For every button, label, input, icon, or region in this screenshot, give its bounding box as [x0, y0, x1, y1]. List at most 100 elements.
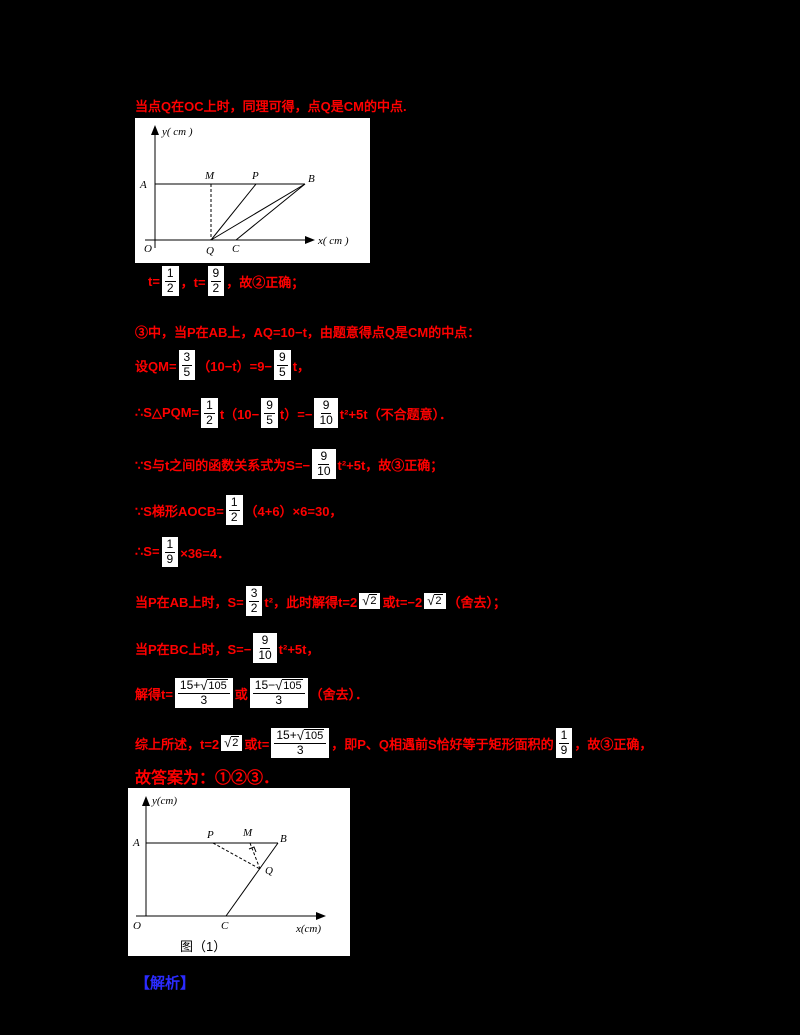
denominator: 10	[258, 647, 272, 662]
sqrt-box: √ 2	[359, 593, 381, 609]
sqrt-expression: √ 105	[297, 729, 325, 742]
denominator: 9	[560, 742, 568, 757]
math-text: ③中，当P在AB上，AQ=10−t，由题意得点Q是CM的中点：	[135, 325, 481, 340]
math-text: （4+6）×6=30，	[244, 503, 343, 519]
numerator: 1	[164, 266, 176, 282]
math-text: t（10−	[219, 406, 260, 422]
numerator: 9	[277, 350, 288, 366]
denominator: 2	[206, 412, 213, 427]
y-axis-label: y( cm )	[161, 126, 193, 138]
x-axis-label: x( cm )	[317, 235, 349, 247]
math-text: 当P在AB上时，S=	[135, 594, 244, 610]
fraction: 9 10	[256, 634, 273, 662]
fraction-sqrt-box: 15− √ 105 3	[249, 678, 308, 708]
solution-line-12: 综上所述，t=2 √ 2 或t= 15+ √ 105 3 ，即P、Q相遇前S恰好等于矩形面积的 1…	[135, 718, 652, 768]
radicand: 105	[282, 679, 303, 693]
math-text: t²+5t（不合题意）．	[339, 406, 453, 422]
sqrt-icon: √	[224, 735, 232, 751]
point-label-q: Q	[265, 865, 273, 877]
point-label-m: M	[204, 170, 215, 182]
math-text: ，故③正确，	[574, 736, 653, 752]
sqrt-expression: √ 105	[275, 679, 303, 692]
solution-line-4: 设QM= 3 5 （10−t）=9− 9 5 t，	[135, 344, 310, 386]
solution-answer-line: 故答案为：①②③．	[135, 764, 279, 788]
math-text: ×36=4．	[180, 545, 231, 561]
point-label-c: C	[221, 920, 229, 932]
solution-line-10: 当P在BC上时，S=− 9 10 t²+5t，	[135, 627, 319, 669]
numerator: 1	[558, 728, 570, 744]
numerator: 15+ √ 105	[177, 678, 230, 694]
sqrt-box: √ 2	[221, 735, 243, 751]
numerator-prefix: 15+	[179, 678, 201, 693]
numerator: 3	[181, 350, 193, 366]
fraction-sqrt-box: 15+ √ 105 3	[271, 728, 330, 758]
segment-bc	[235, 183, 306, 241]
radicand: 105	[207, 679, 228, 693]
math-text: ∵S与t之间的函数关系式为S=−	[135, 457, 311, 473]
segment-bc	[225, 842, 279, 917]
segment-pq	[210, 183, 257, 241]
y-axis-arrow-icon	[142, 796, 150, 806]
x-axis-arrow-icon	[305, 236, 315, 244]
math-text: 或	[234, 686, 248, 702]
point-label-q: Q	[206, 245, 214, 257]
radicand: 2	[369, 594, 378, 608]
right-angle-mark-icon	[248, 846, 257, 853]
denominator: 5	[266, 412, 273, 427]
math-text: t²+5t，故③正确；	[337, 457, 444, 473]
denominator: 9	[166, 551, 174, 566]
denominator: 3	[296, 742, 304, 757]
coordinate-plane-icon: y( cm ) x( cm ) A M P B O Q C	[139, 125, 349, 257]
math-text: t）=−	[279, 406, 313, 422]
coordinate-plane-icon: y(cm) x(cm) A P M B Q O C	[132, 795, 326, 935]
numerator: 3	[248, 586, 260, 602]
math-text: t²，此时解得t=2	[264, 594, 358, 610]
point-label-c: C	[232, 243, 240, 255]
denominator: 10	[317, 463, 331, 478]
math-text: ∴S=	[135, 544, 160, 559]
sqrt-box: √ 2	[424, 593, 446, 609]
math-text: 综上所述，t=2	[135, 736, 220, 752]
fraction: 9 10	[315, 449, 332, 478]
math-text: （舍去）．	[309, 686, 369, 702]
solution-line-9: 当P在AB上时，S= 3 2 t²，此时解得t=2 √ 2 或t=−2 √ 2 （舍去）；	[135, 580, 506, 622]
dashed-mq	[249, 842, 261, 870]
point-label-p: P	[206, 829, 214, 841]
solution-line-8: ∴S= 1 9 ×36=4．	[135, 530, 230, 574]
fraction-box: 9 10	[253, 633, 277, 663]
sqrt-icon: √	[275, 678, 283, 694]
denominator: 3	[275, 692, 283, 707]
numerator: 9	[210, 266, 222, 282]
coordinate-diagram-top: y( cm ) x( cm ) A M P B O Q C	[135, 118, 370, 263]
math-text: t，	[292, 358, 311, 374]
math-text: 或t=	[244, 736, 270, 752]
denominator: 5	[279, 364, 286, 379]
fraction-box: 9 10	[312, 449, 336, 479]
math-text: （舍去）；	[447, 594, 507, 610]
y-axis-arrow-icon	[151, 125, 159, 135]
point-label-b: B	[280, 833, 287, 845]
solution-line-6: ∵S与t之间的函数关系式为S=− 9 10 t²+5t，故③正确；	[135, 442, 443, 486]
solution-line-11: 解得t= 15+ √ 105 3 或 15− √ 105 3 （舍去）．	[135, 670, 368, 716]
numerator: 9	[318, 449, 330, 465]
radicand: 2	[231, 736, 240, 750]
radicand: 105	[303, 729, 325, 743]
solution-line-7: ∵S梯形AOCB= 1 2 （4+6）×6=30，	[135, 490, 342, 530]
fraction: 9 10	[317, 399, 334, 427]
numerator-prefix: 15+	[276, 728, 297, 743]
numerator: 1	[164, 537, 176, 553]
point-label-b: B	[308, 173, 315, 185]
fraction: 15− √ 105 3	[252, 679, 305, 707]
